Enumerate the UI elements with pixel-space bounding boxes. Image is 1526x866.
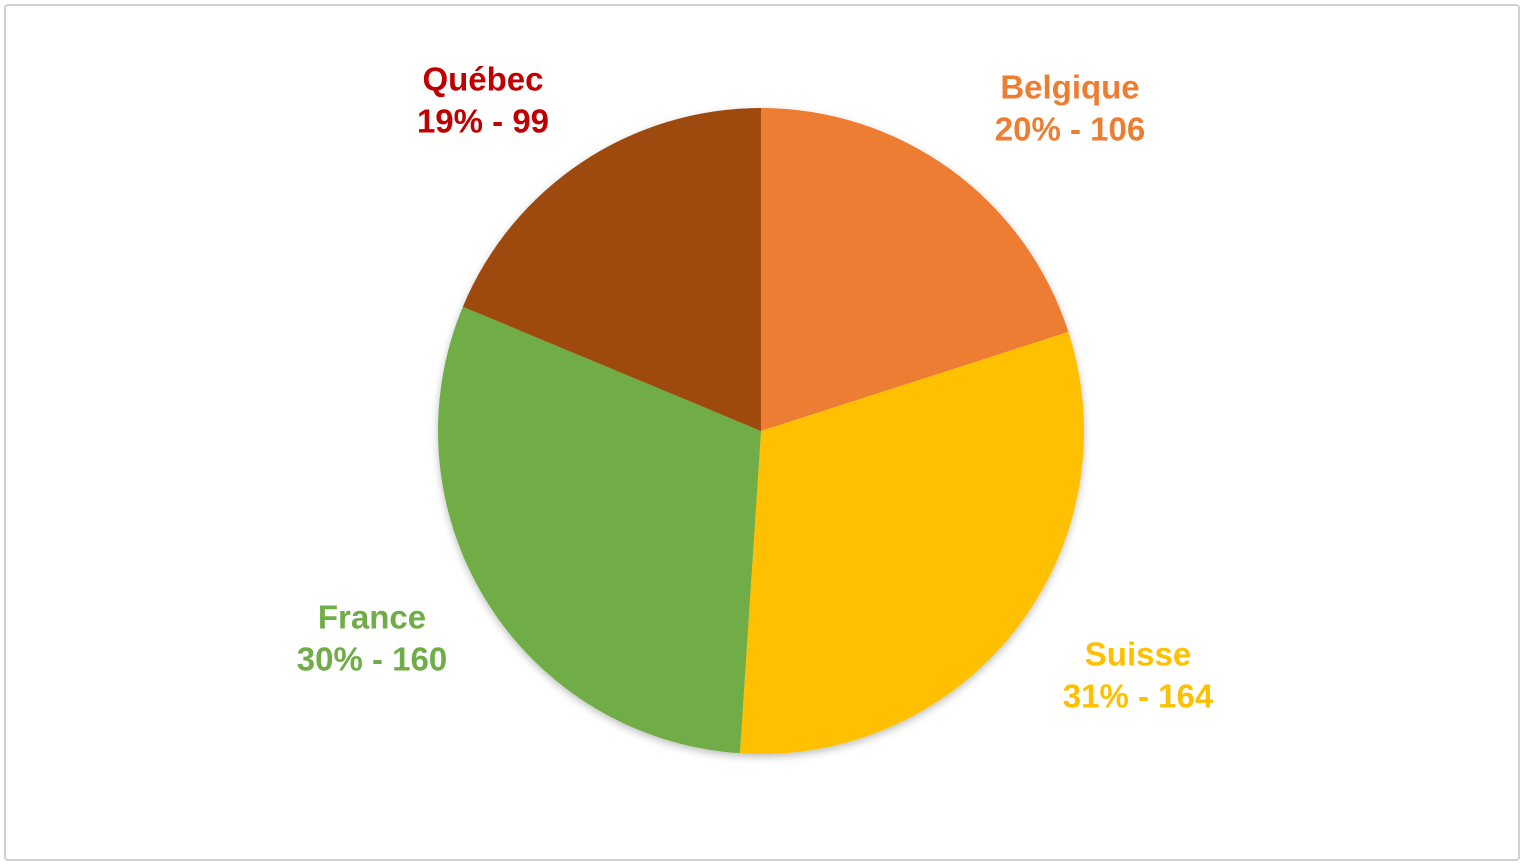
value-label: 20% - 106: [995, 111, 1145, 148]
slice-label: Québec: [422, 61, 543, 98]
pie: [438, 108, 1084, 754]
slice-label: Belgique: [1000, 69, 1139, 106]
pie-slice: [761, 108, 1069, 431]
slice-label: France: [318, 599, 426, 636]
slice-label: Suisse: [1085, 636, 1191, 673]
pie-slice: [462, 108, 761, 431]
pie-slice: [739, 331, 1084, 754]
value-label: 30% - 160: [297, 641, 447, 678]
value-label: 19% - 99: [417, 103, 549, 140]
pie-slice: [438, 306, 761, 754]
value-label: 31% - 164: [1063, 678, 1214, 715]
